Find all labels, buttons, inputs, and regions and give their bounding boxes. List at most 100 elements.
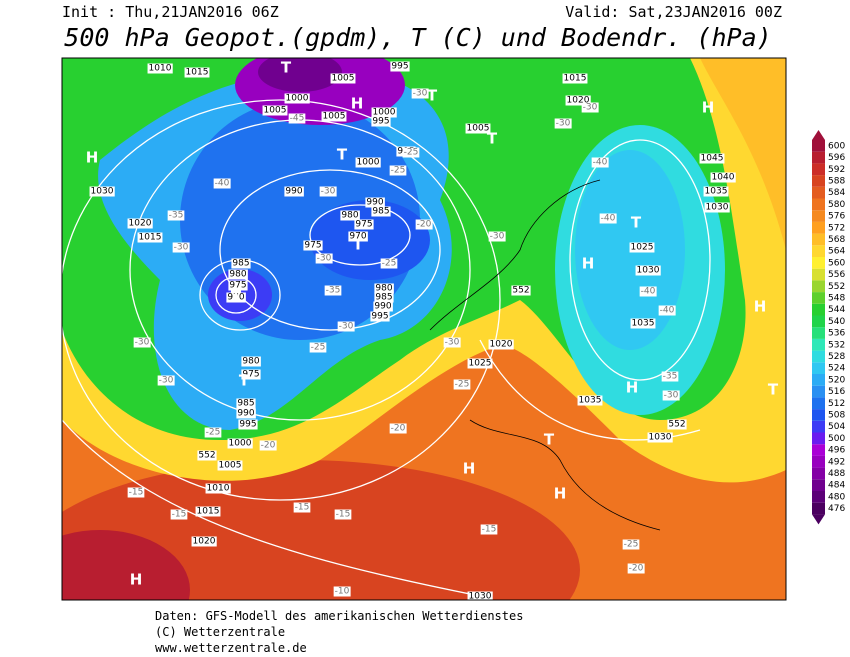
- thickness-label: 552: [198, 451, 215, 461]
- pressure-label-box: [371, 107, 397, 118]
- pressure-label: 975: [304, 241, 321, 251]
- pressure-label-box: [228, 269, 248, 280]
- colorbar-label: 560: [828, 258, 845, 268]
- pressure-label: 1015: [197, 507, 220, 517]
- pressure-label: 1035: [705, 187, 728, 197]
- pressure-label: 1035: [579, 396, 602, 406]
- pressure-label: 1030: [91, 187, 114, 197]
- pressure-label-box: [184, 67, 210, 78]
- pressure-label-box: [577, 395, 603, 406]
- pressure-label: 995: [371, 312, 388, 322]
- colorbar-cell: [812, 432, 825, 445]
- pressure-center: T: [487, 130, 498, 148]
- pressure-label: 1035: [632, 319, 655, 329]
- pressure-label-box: [374, 283, 394, 294]
- colorbar-label: 520: [828, 375, 845, 385]
- pressure-label: 1005: [219, 461, 242, 471]
- pressure-label: 995: [372, 117, 389, 127]
- pressure-label: 1000: [286, 94, 309, 104]
- temperature-label: -25: [382, 259, 397, 269]
- temperature-label-group: -25: [453, 379, 471, 390]
- thickness-label-box: [197, 450, 217, 461]
- colorbar-label: 492: [828, 457, 845, 467]
- colorbar-cell: [812, 233, 825, 246]
- pressure-label-box: [137, 232, 163, 243]
- pressure-label: 1030: [649, 433, 672, 443]
- pressure-label-box: [236, 408, 256, 419]
- pressure-label-group: 1020: [127, 218, 153, 229]
- temperature-label: -40: [641, 287, 656, 297]
- temperature-label: -45: [290, 114, 305, 124]
- colorbar-cell: [812, 455, 825, 468]
- pressure-label-group: 1030: [635, 265, 661, 276]
- pressure-label-group: 975: [241, 369, 261, 380]
- pressure-label-box: [348, 231, 368, 242]
- temperature-label: -30: [317, 254, 332, 264]
- temperature-label-group: -30: [172, 242, 190, 253]
- temperature-label-box: [213, 178, 231, 189]
- temperature-label-group: -15: [127, 487, 145, 498]
- colorbar-cell: [812, 303, 825, 316]
- colorbar-label: 512: [828, 399, 845, 409]
- pressure-label-group: 1000: [355, 157, 381, 168]
- colorbar-cell: [812, 292, 825, 304]
- pressure-label-group: 980: [340, 210, 360, 221]
- temperature-label-box: [411, 88, 429, 99]
- temperature-label: -40: [601, 214, 616, 224]
- pressure-label: 1020: [490, 340, 513, 350]
- temperature-label: -35: [663, 372, 678, 382]
- thickness-label-box: [667, 419, 687, 430]
- footer-line: Daten: GFS-Modell des amerikanischen Wet…: [155, 609, 523, 623]
- pressure-label: 1025: [631, 243, 654, 253]
- temperature-label: -20: [629, 564, 644, 574]
- temperature-label: -30: [664, 391, 679, 401]
- pressure-label: 1005: [264, 106, 287, 116]
- footer-line: www.wetterzentrale.de: [155, 641, 307, 655]
- temperature-label: -35: [169, 211, 184, 221]
- temperature-label-box: [337, 321, 355, 332]
- temperature-label-box: [157, 375, 175, 386]
- colorbar-cell: [812, 257, 825, 269]
- pressure-center: T: [281, 59, 292, 77]
- colorbar-bottom-cap: [812, 514, 825, 525]
- colorbar-cell: [812, 221, 825, 234]
- temperature-label-box: [389, 165, 407, 176]
- temperature-label-box: [293, 502, 311, 513]
- pressure-label-box: [374, 292, 394, 303]
- pressure-label-box: [704, 202, 730, 213]
- temperature-label-group: -30: [133, 337, 151, 348]
- colorbar-cell: [812, 362, 825, 374]
- pressure-center: H: [702, 99, 715, 117]
- thickness-label: 552: [512, 286, 529, 296]
- colorbar-cell: [812, 444, 825, 456]
- colorbar-cell: [812, 268, 825, 281]
- colorbar-cell: [812, 245, 825, 257]
- colorbar-label: 532: [828, 340, 845, 350]
- pressure-label-box: [226, 292, 246, 303]
- pressure-label-box: [217, 460, 243, 471]
- pressure-center: T: [231, 288, 242, 306]
- pressure-label: 1020: [129, 219, 152, 229]
- temperature-label-group: -30: [157, 375, 175, 386]
- temperature-label-group: -25: [380, 258, 398, 269]
- temperature-label-box: [415, 219, 433, 230]
- temperature-label-group: -25: [309, 342, 327, 353]
- pressure-label: 1020: [567, 96, 590, 106]
- temperature-label-box: [167, 210, 185, 221]
- temperature-label-box: [599, 213, 617, 224]
- pressure-label-group: 1005: [321, 111, 347, 122]
- pressure-label-group: 975: [303, 240, 323, 251]
- temperature-label-group: -35: [167, 210, 185, 221]
- thickness-label: 552: [668, 420, 685, 430]
- pressure-label-box: [354, 219, 374, 230]
- temperature-label-box: [389, 423, 407, 434]
- pressure-label-group: 990: [236, 408, 256, 419]
- pressure-label: 995: [239, 420, 256, 430]
- temperature-label-box: [402, 147, 420, 158]
- pressure-label-group: 1015: [195, 506, 221, 517]
- pressure-label-box: [699, 153, 725, 164]
- colorbar-cell: [812, 374, 825, 386]
- pressure-label-box: [231, 258, 251, 269]
- pressure-label-box: [390, 61, 410, 72]
- colorbar-cell: [812, 397, 825, 410]
